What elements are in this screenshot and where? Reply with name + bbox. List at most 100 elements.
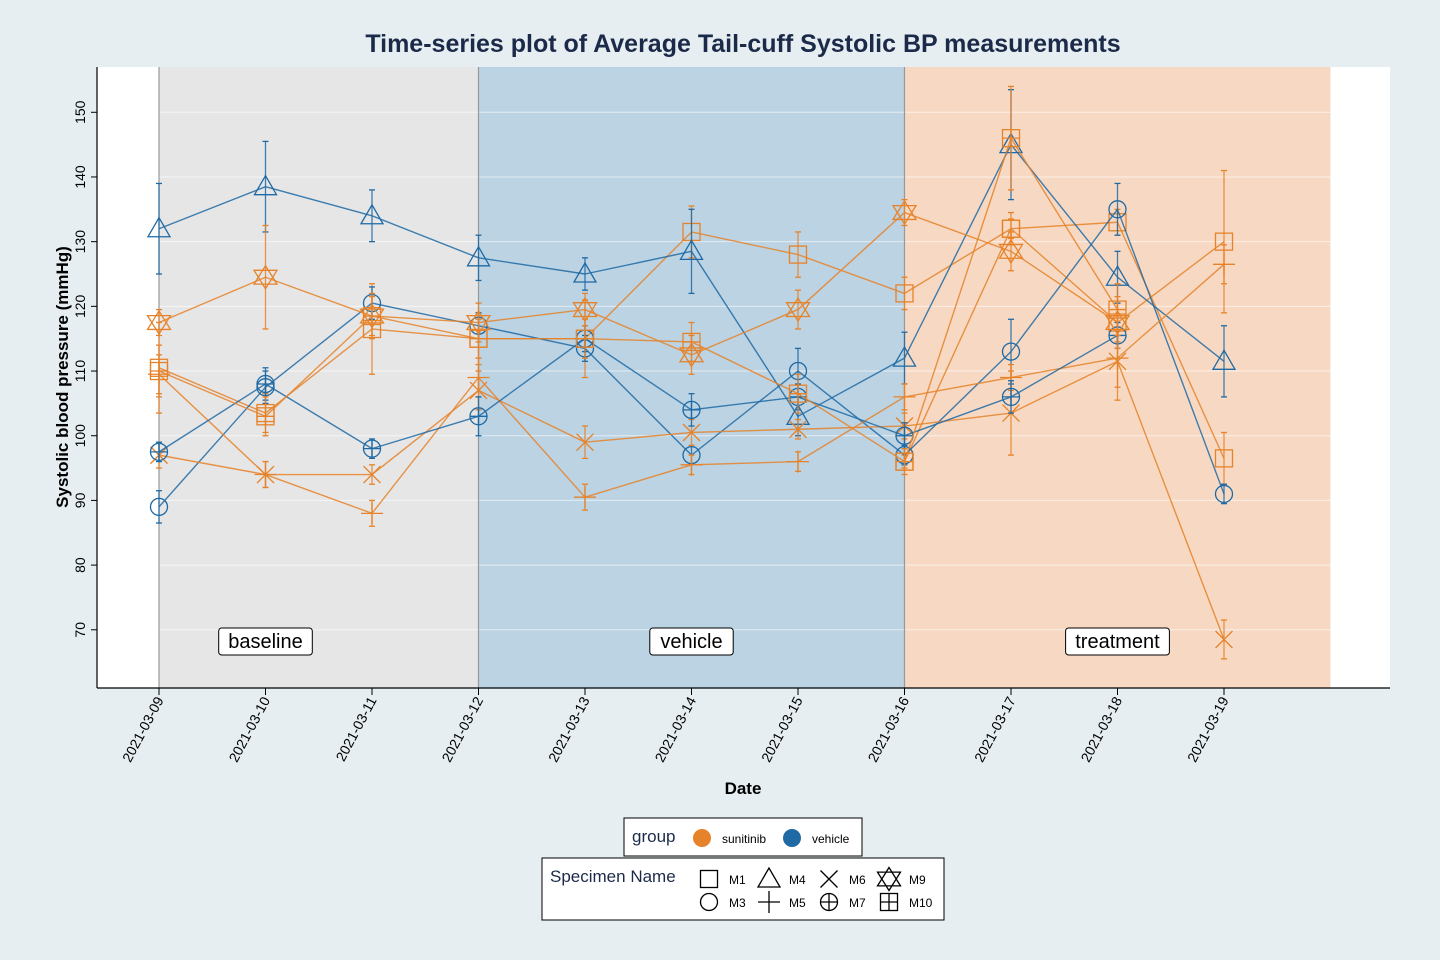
data-point-M10 bbox=[575, 329, 595, 348]
legend-marker-M5 bbox=[758, 891, 780, 913]
series-line-segment bbox=[371, 415, 479, 450]
marker-tri-down bbox=[146, 314, 172, 336]
series-line-segment bbox=[1010, 357, 1118, 379]
series-line-segment bbox=[691, 308, 799, 356]
data-point-M10 bbox=[149, 361, 169, 381]
phase-label-box bbox=[1065, 627, 1170, 656]
legend-specimen-label-M7: M7 bbox=[849, 896, 866, 910]
series-line-segment bbox=[478, 308, 586, 324]
data-point-M4 bbox=[146, 216, 172, 238]
legend-marker-M1 bbox=[699, 869, 719, 889]
series-line-segment bbox=[584, 308, 692, 356]
series-line-segment bbox=[478, 338, 586, 417]
data-point-M4 bbox=[679, 239, 704, 261]
series-line-segment bbox=[797, 396, 905, 463]
marker-tri-down bbox=[785, 302, 811, 323]
y-tick-label: 70 bbox=[72, 622, 88, 638]
legend-group-title: group bbox=[632, 827, 675, 846]
data-point-M10 bbox=[1001, 129, 1021, 148]
data-point-M7 bbox=[469, 407, 488, 426]
chart-title: Time-series plot of Average Tail-cuff Sy… bbox=[365, 30, 1120, 58]
data-point-M5 bbox=[680, 453, 703, 476]
series-line-segment bbox=[1010, 228, 1118, 324]
legend-specimen-title: Specimen Name bbox=[550, 867, 676, 886]
data-point-M4 bbox=[466, 245, 491, 267]
data-point-M10 bbox=[895, 452, 914, 471]
series-line-segment bbox=[371, 328, 479, 340]
x-tick-label: 2021-03-16 bbox=[864, 694, 912, 765]
series-line-segment bbox=[1010, 360, 1118, 414]
legend-specimen-label-M3: M3 bbox=[729, 896, 746, 910]
data-point-M3 bbox=[149, 497, 169, 517]
marker-tri-up bbox=[146, 309, 172, 331]
x-tick-label: 2021-03-09 bbox=[119, 694, 167, 765]
phase-region-vehicle bbox=[478, 67, 905, 688]
marker-x-b bbox=[1215, 630, 1233, 649]
series-line-segment bbox=[584, 464, 692, 498]
phase-label-vehicle: vehicle bbox=[649, 627, 734, 656]
legend-group-label-vehicle: vehicle bbox=[812, 832, 850, 846]
series-line-segment bbox=[691, 231, 799, 256]
legend-specimen-label-M1: M1 bbox=[729, 873, 746, 887]
data-point-M6 bbox=[256, 465, 275, 484]
series-line-segment bbox=[478, 257, 586, 275]
x-tick-label: 2021-03-11 bbox=[332, 694, 379, 764]
y-tick-label: 110 bbox=[72, 360, 88, 383]
legend-marker-M4 bbox=[756, 866, 782, 888]
phase-label-box bbox=[218, 627, 313, 656]
y-tick-label: 140 bbox=[72, 165, 88, 189]
data-point-M3 bbox=[1001, 342, 1021, 361]
series-M5 bbox=[148, 244, 1235, 527]
data-point-M1 bbox=[895, 284, 914, 303]
legend-marker-M10 bbox=[879, 892, 899, 912]
x-tick-label: 2021-03-14 bbox=[651, 694, 699, 765]
marker-square bbox=[788, 245, 808, 264]
series-line-segment bbox=[584, 231, 692, 340]
series-line-segment bbox=[371, 315, 479, 340]
y-tick-label: 150 bbox=[72, 100, 88, 124]
data-point-M6 bbox=[1215, 630, 1233, 649]
marker-triangle bbox=[572, 261, 598, 283]
series-line-segment bbox=[1010, 208, 1119, 353]
marker-circle bbox=[149, 497, 169, 517]
marker-x-b bbox=[682, 423, 701, 442]
x-axis-label: Date bbox=[725, 779, 762, 798]
data-point-M7 bbox=[362, 439, 382, 458]
marker-triangle bbox=[359, 203, 385, 225]
series-line-segment bbox=[903, 137, 1012, 462]
series-line-segment bbox=[1116, 221, 1225, 459]
series-line-segment bbox=[371, 377, 480, 514]
marker-tri-down bbox=[572, 302, 598, 323]
data-point-M6 bbox=[576, 433, 594, 452]
data-point-M5 bbox=[787, 450, 809, 473]
data-point-M9 bbox=[998, 238, 1024, 265]
x-tick-label: 2021-03-15 bbox=[758, 694, 806, 765]
legends: group sunitinib vehicle Specimen Name M1 M4 M6… bbox=[541, 817, 945, 921]
legend-specimen-label-M5: M5 bbox=[789, 896, 806, 910]
phase-label-text: treatment bbox=[1075, 631, 1160, 653]
marker-triangle bbox=[1211, 349, 1237, 370]
data-point-M10 bbox=[682, 332, 701, 352]
series-line-segment bbox=[797, 370, 905, 456]
marker-tri-down bbox=[252, 269, 279, 290]
series-line-segment bbox=[904, 351, 1012, 456]
series-line-segment bbox=[158, 367, 266, 414]
data-point-M5 bbox=[574, 486, 596, 509]
y-tick-label: 130 bbox=[72, 230, 88, 254]
data-point-M6 bbox=[1108, 352, 1127, 371]
legend-specimen-label-M9: M9 bbox=[909, 873, 926, 887]
legend-specimen-label-M10: M10 bbox=[909, 896, 933, 910]
series-line-segment bbox=[584, 250, 692, 275]
series-line-segment bbox=[691, 460, 799, 466]
series-line-segment bbox=[797, 393, 905, 463]
plot-area: baseline vehicle treatment 70 80 90 100 110 120 1… bbox=[72, 67, 1390, 765]
data-point-M10 bbox=[469, 329, 488, 348]
series-line-segment bbox=[797, 357, 905, 417]
data-point-M7 bbox=[682, 400, 701, 419]
data-point-M4 bbox=[253, 174, 278, 196]
phase-label-box bbox=[649, 627, 734, 656]
data-point-M9 bbox=[146, 309, 172, 336]
marker-tri-up bbox=[876, 866, 902, 887]
marker-circle bbox=[1214, 484, 1234, 504]
